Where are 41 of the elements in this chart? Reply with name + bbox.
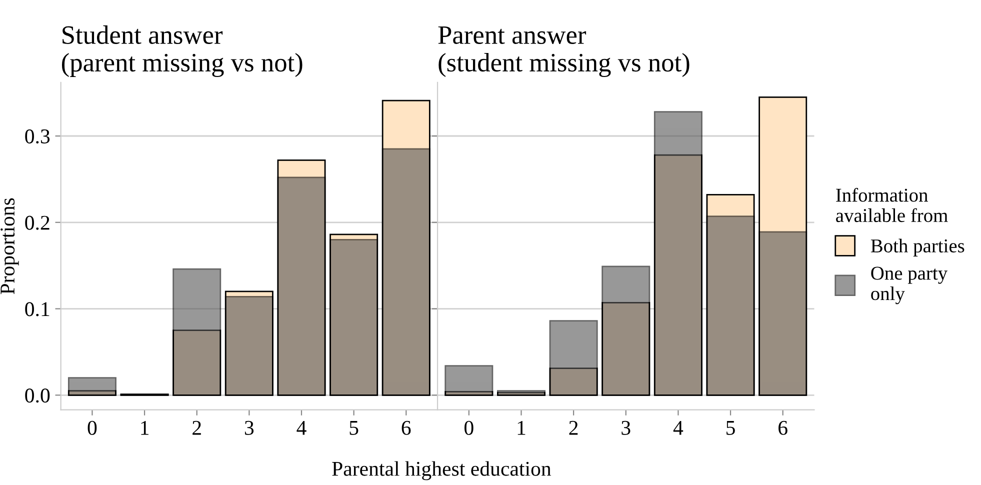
x-axis-title: Parental highest education (332, 461, 552, 480)
bar (758, 96, 808, 396)
bar (444, 390, 494, 396)
x-tick-label: 6 (778, 420, 788, 435)
bar (444, 365, 494, 396)
y-axis-title: Proportions (0, 198, 19, 294)
bar (172, 268, 222, 396)
bar (68, 377, 116, 396)
legend-title: Information available from (836, 188, 948, 222)
bar (602, 266, 650, 396)
x-tick-label: 2 (569, 420, 578, 435)
x-tick-label: 0 (88, 420, 97, 435)
bar (382, 100, 430, 396)
bar (758, 231, 808, 396)
bar (602, 302, 650, 396)
x-tick-label: 5 (350, 421, 358, 435)
y-tick-label: 0.0 (25, 388, 50, 403)
bar (654, 154, 702, 396)
x-tick-label: 5 (726, 421, 735, 435)
x-tick-label: 1 (518, 420, 526, 435)
x-tick-label: 6 (402, 420, 411, 435)
bar (172, 330, 222, 396)
legend-label: One party only (871, 266, 948, 304)
bar (382, 148, 430, 396)
chart-title: Parent answer (student missing vs not) (438, 26, 690, 78)
bar (68, 390, 116, 396)
bar (549, 368, 598, 396)
x-tick-label: 4 (296, 420, 306, 435)
y-tick-label: 0.3 (25, 129, 50, 144)
x-tick-label: 2 (192, 420, 201, 435)
x-tick-label: 3 (244, 420, 254, 435)
x-tick-label: 4 (673, 420, 684, 435)
legend-label: Both parties (870, 238, 964, 256)
x-tick-label: 1 (141, 420, 148, 435)
y-tick-label: 0.2 (25, 216, 50, 230)
y-tick-label: 0.1 (25, 302, 50, 316)
chart-title: Student answer (parent missing vs not) (62, 25, 302, 78)
bar (654, 111, 702, 396)
bar (549, 320, 598, 396)
x-tick-label: 0 (464, 420, 474, 435)
x-tick-label: 3 (622, 420, 630, 435)
